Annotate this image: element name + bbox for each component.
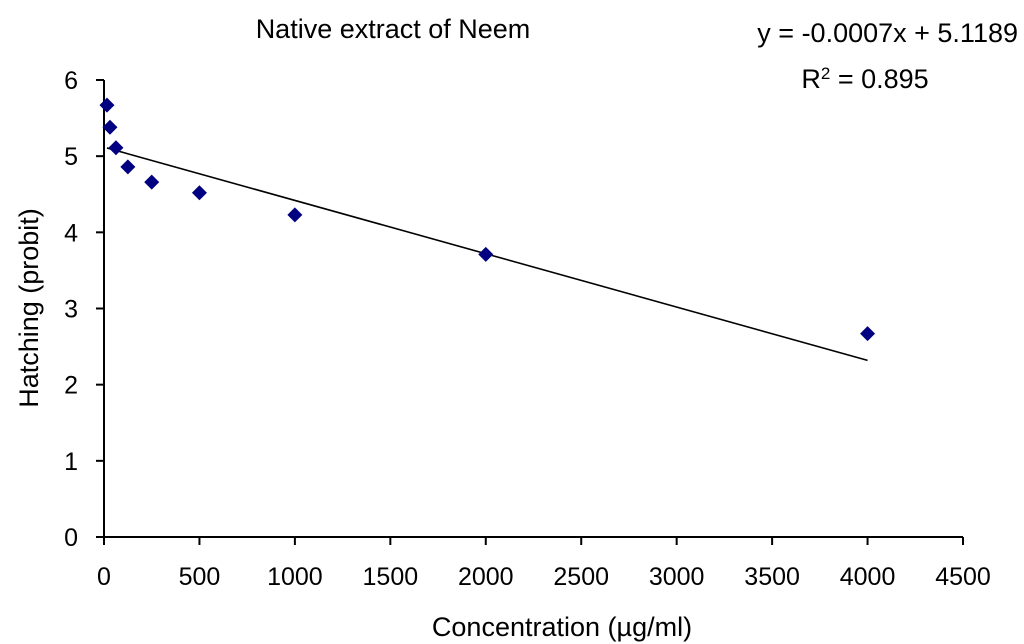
trendline-equation: y = -0.0007x + 5.1189	[757, 18, 1018, 48]
x-tick-label: 4000	[840, 563, 896, 591]
x-tick-label: 2000	[458, 563, 514, 591]
data-points	[99, 97, 876, 342]
x-tick-label: 4500	[935, 563, 991, 591]
y-tick-label: 0	[64, 524, 78, 552]
y-tick-label: 6	[64, 67, 78, 95]
data-point	[860, 326, 876, 342]
y-tick-label: 1	[64, 448, 78, 476]
y-tick-label: 2	[64, 372, 78, 400]
x-axis-ticks: 0 500 1000 1500 2000 2500 3000 3500 4000 4500	[97, 537, 991, 591]
x-tick-label: 2500	[553, 563, 609, 591]
data-point	[287, 207, 303, 223]
x-tick-label: 0	[97, 563, 111, 591]
x-tick-label: 1000	[267, 563, 323, 591]
data-point	[478, 246, 494, 262]
data-point	[144, 174, 160, 190]
x-tick-label: 1500	[363, 563, 419, 591]
axes	[103, 80, 963, 538]
r-squared-prefix: R	[801, 64, 821, 94]
r-squared-superscript: 2	[821, 64, 830, 83]
y-tick-label: 3	[64, 296, 78, 324]
data-point	[102, 119, 118, 135]
r-squared-value: = 0.895	[830, 64, 928, 94]
chart-title: Native extract of Neem	[256, 14, 531, 44]
y-tick-label: 5	[64, 143, 78, 171]
data-point	[108, 140, 124, 156]
y-tick-label: 4	[64, 219, 78, 247]
x-tick-label: 500	[179, 563, 221, 591]
data-point	[191, 185, 207, 201]
x-tick-label: 3500	[744, 563, 800, 591]
y-axis-ticks: 0 1 2 3 4 5 6	[64, 67, 104, 552]
r-squared-label: R2 = 0.895	[801, 64, 928, 95]
x-axis-label: Concentration (µg/ml)	[432, 612, 692, 642]
data-point	[120, 159, 136, 175]
data-point	[99, 97, 115, 113]
y-axis-label: Hatching (probit)	[14, 208, 44, 408]
x-tick-label: 3000	[649, 563, 705, 591]
